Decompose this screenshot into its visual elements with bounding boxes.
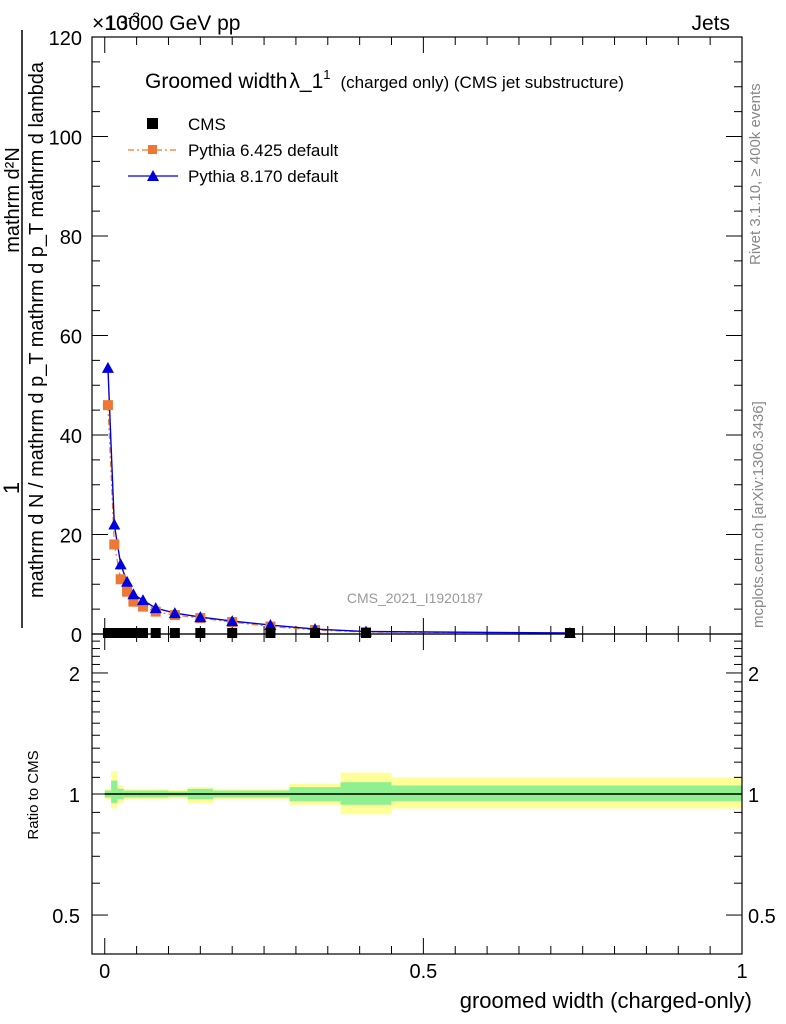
legend-marker-pythia8	[147, 170, 159, 181]
main-ytick-label: 100	[49, 128, 82, 150]
pythia8-point	[264, 619, 277, 631]
cms-point	[195, 628, 206, 639]
pythia8-point	[194, 611, 207, 623]
ratio-ticks: 0.5 0.5 1 1 2 2 0 0.5 1	[52, 634, 776, 983]
main-ytick-label: 20	[60, 526, 82, 548]
rivet-label: Rivet 3.1.10, ≥ 400k events	[747, 83, 764, 265]
ylabel-top: mathrm d²N	[2, 147, 24, 253]
legend-title: Groomed widthλ_11 (charged only) (CMS jet…	[145, 67, 624, 93]
cms-point	[564, 628, 575, 639]
pythia8-point	[108, 518, 121, 530]
main-ytick-label: 40	[60, 426, 82, 448]
ratio-xtick-label: 1	[736, 961, 747, 983]
main-ytick-label: 120	[49, 28, 82, 50]
pythia6-point	[128, 596, 139, 607]
pythia8-point	[149, 602, 162, 614]
header-jets: Jets	[691, 12, 730, 35]
ratio-ylabel: Ratio to CMS	[25, 750, 42, 839]
pythia8-point	[136, 594, 149, 606]
cms-point	[265, 628, 276, 639]
pythia8-point	[168, 607, 181, 619]
pythia8-point	[101, 361, 114, 373]
series-line-pythia8	[107, 367, 570, 634]
ylabel-numerator: 1	[0, 482, 24, 494]
legend-marker-cms	[147, 118, 158, 129]
main-ticks: 0 20 40 60 80 100 120	[49, 28, 743, 647]
cms-point	[227, 628, 238, 639]
ylabel-denominator: mathrm d N / mathrm d p_T mathrm d p_T m…	[26, 61, 48, 598]
header-energy: 13000 GeV pp	[105, 12, 240, 35]
ratio-band-inner	[111, 780, 118, 803]
pythia6-point	[115, 574, 126, 585]
pythia6-point	[102, 400, 113, 411]
pythia8-point	[127, 588, 140, 600]
ratio-ytick-label: 0.5	[52, 906, 80, 928]
ratio-bands	[104, 771, 742, 815]
ratio-ytick-label: 2	[69, 664, 80, 686]
cms-point	[102, 628, 113, 639]
cms-point	[361, 628, 372, 639]
legend-label-pythia8: Pythia 8.170 default	[188, 167, 339, 186]
ratio-ytick-label-right: 0.5	[748, 906, 776, 928]
main-ytick-label: 80	[60, 227, 82, 249]
cms-point	[128, 628, 139, 639]
cms-point	[137, 628, 148, 639]
pythia8-point	[226, 615, 239, 627]
header-exponent: ×10-3	[92, 9, 140, 35]
mcplots-label: mcplots.cern.ch [arXiv:1306.3436]	[750, 401, 767, 628]
cms-point	[310, 628, 321, 639]
ratio-ytick-label-right: 1	[748, 785, 759, 807]
legend-marker-pythia6	[148, 145, 157, 154]
legend-label-pythia6: Pythia 6.425 default	[188, 141, 339, 160]
pythia8-point	[114, 558, 127, 570]
main-ytick-label: 60	[60, 327, 82, 349]
cms-point	[109, 628, 120, 639]
cms-point	[122, 628, 133, 639]
legend-label-cms: CMS	[188, 115, 226, 134]
ratio-xtick-label: 0.5	[409, 961, 437, 983]
series-line-pythia6	[107, 405, 570, 634]
cms-point	[115, 628, 126, 639]
main-series	[101, 361, 576, 639]
ratio-xtick-label: 0	[99, 961, 110, 983]
main-ytick-label: 0	[71, 625, 82, 647]
pythia6-point	[122, 586, 133, 597]
cms-point	[150, 628, 161, 639]
ratio-ytick-label: 1	[69, 785, 80, 807]
cms-point	[169, 628, 180, 639]
pythia6-point	[137, 601, 148, 612]
xlabel: groomed width (charged-only)	[460, 988, 752, 1013]
watermark: CMS_2021_I1920187	[347, 590, 483, 606]
pythia6-point	[109, 539, 120, 550]
pythia8-point	[121, 575, 134, 587]
ratio-ytick-label-right: 2	[748, 664, 759, 686]
